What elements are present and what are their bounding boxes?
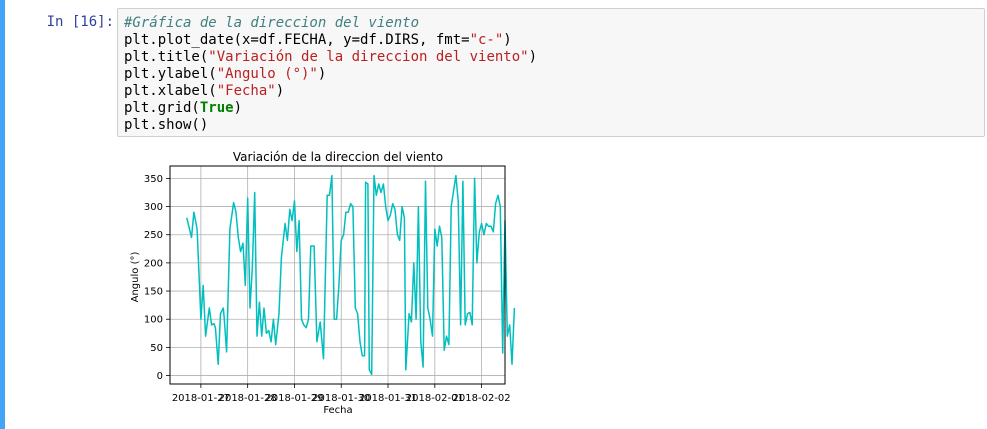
code-token: "Variación de la direccion del viento" <box>208 49 529 65</box>
chart-title: Variación de la direccion del viento <box>233 150 443 164</box>
selected-cell-indicator <box>0 0 5 429</box>
code-token: plt.ylabel( <box>124 66 217 82</box>
y-tick-label: 100 <box>144 315 163 326</box>
x-tick-label: 2018-01-29 <box>265 393 323 404</box>
code-editor[interactable]: #Gráfica de la direccion del viento plt.… <box>117 8 985 137</box>
input-prompt: In [16]: <box>46 14 114 30</box>
y-tick-label: 350 <box>144 174 163 185</box>
code-token: ) <box>317 66 327 82</box>
code-text[interactable]: #Gráfica de la direccion del viento plt.… <box>124 15 537 134</box>
y-tick-label: 50 <box>150 343 163 354</box>
y-tick-label: 150 <box>144 287 163 298</box>
x-tick-label: 2018-01-28 <box>219 393 277 404</box>
code-token: #Gráfica de la direccion del viento <box>124 15 420 31</box>
y-tick-label: 300 <box>144 202 163 213</box>
code-token: plt.title( <box>124 49 209 65</box>
code-token: plt.show() <box>124 117 209 133</box>
code-token: plt.grid( <box>124 100 200 116</box>
code-token: plt.plot_date(x=df.FECHA, y=df.DIRS, fmt… <box>124 32 470 48</box>
x-axis-label: Fecha <box>323 405 352 416</box>
code-token: "c-" <box>469 32 504 48</box>
code-token: "Angulo (°)" <box>216 66 318 82</box>
code-token: ) <box>528 49 538 65</box>
code-token: plt.xlabel( <box>124 83 217 99</box>
code-token: ) <box>275 83 285 99</box>
code-token: ) <box>503 32 512 48</box>
y-tick-label: 250 <box>144 230 163 241</box>
x-tick-label: 2018-01-31 <box>359 393 417 404</box>
x-tick-label: 2018-02-02 <box>453 393 511 404</box>
plot-frame <box>169 165 506 385</box>
code-token: ) <box>233 100 243 116</box>
x-tick-label: 2018-01-27 <box>172 393 230 404</box>
y-tick-label: 200 <box>144 258 163 269</box>
x-tick-label: 2018-01-30 <box>312 393 370 404</box>
series-line <box>186 174 516 376</box>
x-tick-label: 2018-02-01 <box>406 393 464 404</box>
y-tick-label: 0 <box>157 371 163 382</box>
chart: Variación de la direccion del viento Ang… <box>130 150 516 416</box>
code-token: "Fecha" <box>216 83 276 99</box>
code-token: True <box>199 100 234 116</box>
cell-output: Variación de la direccion del viento Ang… <box>118 145 518 425</box>
y-axis-label: Angulo (°) <box>130 252 141 303</box>
